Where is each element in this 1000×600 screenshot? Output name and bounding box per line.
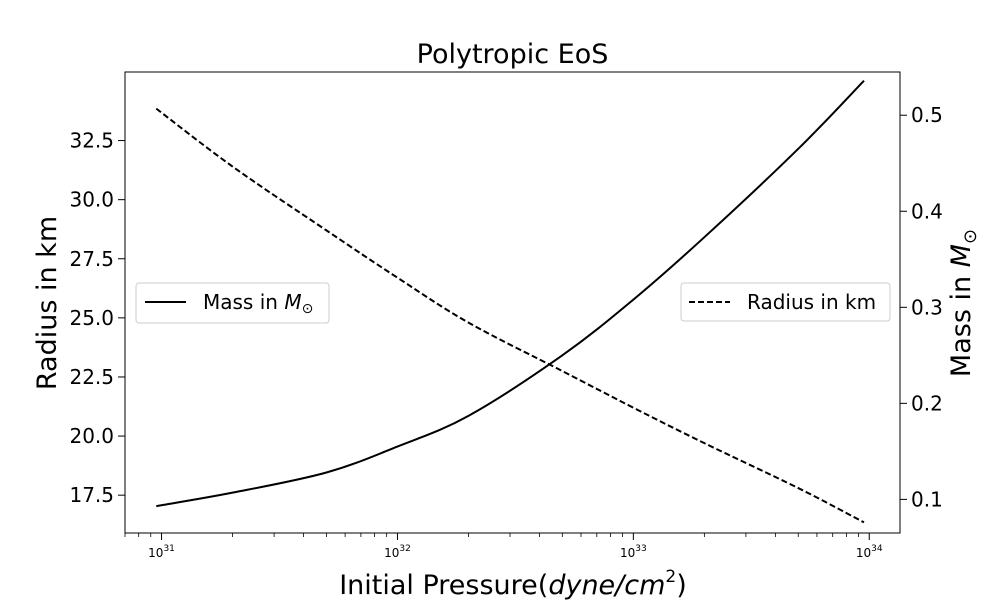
x-axis-label-exp: 2 [665,567,676,587]
y-axis-right-label-math: M [946,244,977,267]
x-axis-label-suffix: ) [676,570,687,600]
radius-series-line [155,107,865,524]
y-left-tick-label: 22.5 [69,365,114,389]
x-axis-label: Initial Pressure(dyne/cm2) [339,567,687,600]
y-left-tick-label: 32.5 [69,129,114,153]
y-left-tick-label: 20.0 [69,424,114,448]
y-axis-right-label-sub: ⊙ [960,229,981,244]
x-tick-label: 1033 [620,544,647,560]
y-axis-left: 17.5 20.0 22.5 25.0 27.5 30.0 32.5 [69,129,125,507]
x-tick-label-exp: 32 [399,544,410,554]
y-left-tick-label: 17.5 [69,483,114,507]
y-axis-right-label: Mass in M⊙ [946,229,981,377]
mass-series-line [156,79,865,508]
legend-mass: Mass in M⊙ [135,282,330,324]
y-right-tick-label: 0.1 [911,487,943,511]
legend-mass-label-sub: ⊙ [302,301,314,317]
plot-frame [124,71,901,534]
y-left-tick-label: 25.0 [69,306,114,330]
x-tick-label: 1034 [856,544,883,560]
x-tick-label-base: 10 [148,546,163,560]
series-layer [155,79,865,524]
legend-radius-box [680,282,891,322]
y-right-tick-label: 0.2 [911,391,943,415]
y-axis-right-label-prefix: Mass in [946,267,977,377]
x-tick-label: 1031 [148,544,175,560]
x-tick-label-base: 10 [384,546,399,560]
x-tick-label-base: 10 [856,546,871,560]
legend-radius: Radius in km [680,282,891,322]
chart-title: Polytropic EoS [417,39,609,70]
y-right-tick-label: 0.3 [911,295,943,319]
x-tick-label-base: 10 [620,546,635,560]
legend-mass-box [135,282,330,324]
legend-mass-label-math: M [284,290,301,314]
x-tick-label-exp: 31 [163,544,174,554]
legend-radius-label: Radius in km [747,290,876,314]
y-axis-left-label: Radius in km [32,216,63,390]
y-right-tick-label: 0.5 [911,103,943,127]
x-axis-label-math: dyne/cm [548,570,665,600]
y-axis-right: 0.1 0.2 0.3 0.4 0.5 [900,103,943,511]
x-tick-label-exp: 34 [871,544,883,554]
x-axis-label-prefix: Initial Pressure( [339,570,548,600]
y-right-tick-label: 0.4 [911,199,943,223]
y-left-tick-label: 27.5 [69,247,114,271]
x-axis: 1031 1032 1033 1034 [124,533,883,560]
legend-mass-label: Mass in M⊙ [203,290,313,317]
y-left-tick-label: 30.0 [69,188,114,212]
legend-mass-label-prefix: Mass in [203,290,284,314]
x-tick-label-exp: 33 [635,544,646,554]
x-tick-label: 1032 [384,544,411,560]
plot-area [124,71,901,534]
